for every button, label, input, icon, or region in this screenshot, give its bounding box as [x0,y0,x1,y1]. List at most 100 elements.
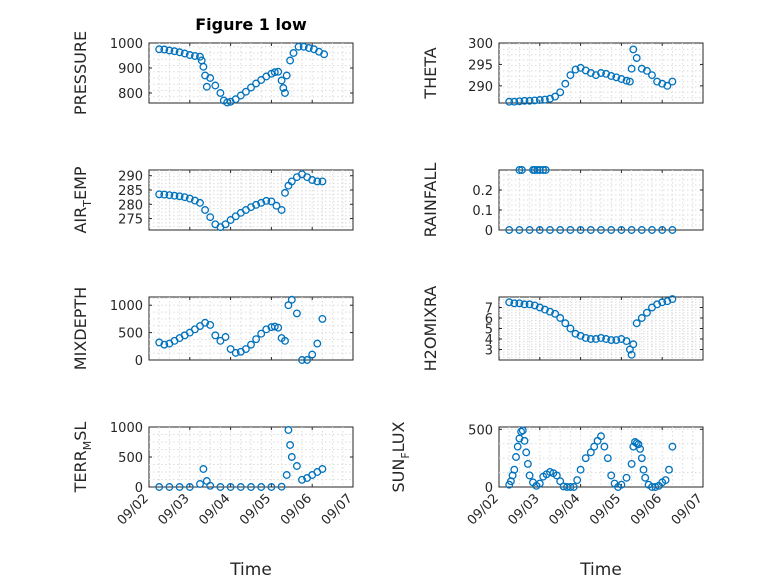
data-point [591,71,600,80]
data-point [318,177,327,186]
data-point [272,201,281,210]
data-point [313,339,322,348]
data-point [551,309,560,318]
data-point [627,64,636,73]
data-point [221,333,230,341]
data-point [573,476,582,485]
data-point [634,440,643,449]
data-point [600,442,609,451]
data-point [202,82,211,91]
data-point [318,465,327,473]
data-point [196,52,204,61]
data-point [617,335,626,343]
data-point [530,166,539,174]
data-point [257,198,266,207]
data-point [637,226,646,234]
data-point [566,226,575,234]
data-point [298,356,306,364]
x-tick-label: 09/02 [115,491,152,528]
data-point [289,49,298,57]
data-point [586,335,595,343]
data-point [216,89,225,97]
data-point [629,340,638,349]
data-point [539,166,548,174]
data-point [185,483,194,491]
data-point [658,79,667,88]
data-point [668,77,677,86]
x-tick-label: 09/05 [587,491,624,528]
data-point [617,480,626,489]
data-point [231,348,240,357]
data-point [231,95,240,104]
data-point [597,432,605,441]
data-point [566,324,575,333]
y-axis-label: TERRMSL [71,422,94,494]
data-point [308,350,317,359]
data-point [525,300,534,309]
data-point [625,77,634,86]
data-point [571,65,580,74]
data-point [566,71,575,80]
y-axis-label: AIRTEMP [71,166,94,233]
y-tick-label: 0 [135,354,143,369]
y-tick-label: 280 [118,198,143,213]
data-point [180,49,189,58]
data-point [622,76,631,85]
data-point [190,52,199,60]
chart-panel: 0 500 1000 09/02 09/03 09/04 09/05 09/06 09/07 Ti… [71,421,356,580]
data-point [267,197,276,206]
data-point [668,226,677,234]
data-point [206,481,215,490]
data-point [637,314,646,322]
y-tick-label: 275 [118,213,143,228]
data-point [515,166,524,174]
data-point [298,475,306,484]
data-point [274,67,283,76]
data-point [637,454,646,463]
data-point [597,69,605,77]
figure-title: Figure 1 low [195,15,307,34]
data-point [216,336,225,345]
data-point [236,91,245,100]
data-point [569,483,578,491]
y-tick-label: 285 [118,184,143,199]
y-tick-label: 800 [118,87,143,102]
data-point [661,476,670,485]
data-point [277,482,286,491]
data-point [525,471,534,480]
data-point [294,42,303,51]
data-point [648,226,656,234]
data-point [155,190,164,199]
data-point [597,334,605,342]
data-point [535,96,544,104]
data-point [632,439,641,448]
data-point [617,75,626,83]
data-point [663,81,672,90]
data-point [556,88,565,97]
data-point [668,295,677,304]
data-point [199,62,208,71]
data-point [658,226,667,234]
data-point [185,194,194,203]
data-point [637,64,646,73]
axes-frame [498,169,704,231]
data-point [642,66,651,75]
data-point [281,336,289,345]
data-point [576,226,585,234]
data-point [286,56,295,65]
data-point [627,350,636,359]
y-tick-label: 0 [485,481,493,496]
data-point [287,177,296,186]
data-point [603,454,612,463]
data-point [320,50,329,59]
y-tick-label: 290 [118,170,143,185]
data-point [279,84,288,92]
data-point [211,331,220,340]
data-point [510,299,519,308]
data-point [247,340,255,349]
y-tick-label: 1000 [110,299,143,314]
data-point [530,96,539,105]
data-point [175,48,184,57]
x-tick-label: 09/07 [669,491,706,528]
data-point [522,448,531,457]
